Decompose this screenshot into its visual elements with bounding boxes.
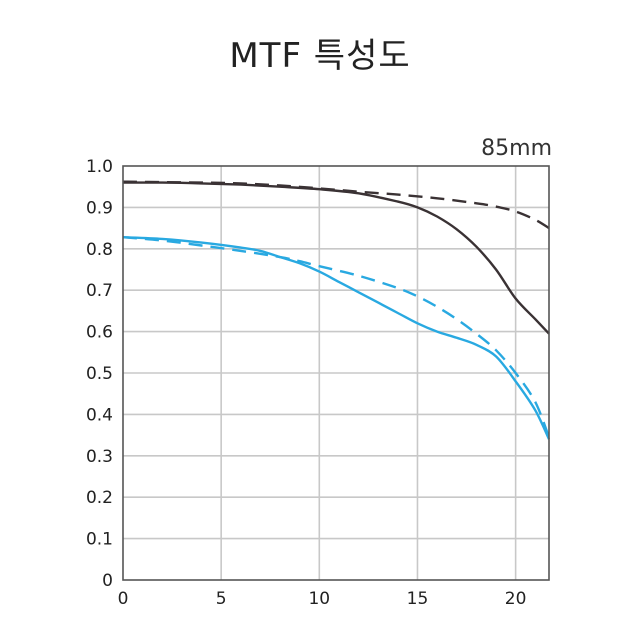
y-tick-label: 0.6 xyxy=(86,323,113,343)
y-tick-label: 1.0 xyxy=(86,157,113,177)
y-tick-label: 0.9 xyxy=(86,198,113,218)
x-tick-label: 10 xyxy=(308,589,330,609)
y-tick-label: 0.4 xyxy=(86,405,113,425)
grid-layer xyxy=(123,166,549,580)
y-tick-label: 0.2 xyxy=(86,488,113,508)
axis-layer xyxy=(122,165,550,581)
y-tick-label: 0.7 xyxy=(86,281,113,301)
x-tick-label: 15 xyxy=(407,589,429,609)
x-tick-label: 0 xyxy=(118,589,129,609)
plot-frame xyxy=(122,165,550,581)
series-line-4 xyxy=(122,236,551,438)
x-tick-label: 5 xyxy=(216,589,227,609)
series-line-2 xyxy=(122,180,550,230)
tick-labels: 0 0.1 0.2 0.3 0.4 0.5 0.6 0.7 0.8 0.9 1.0 0 5 10 15 20 xyxy=(86,157,526,609)
chart-title: MTF 특성도 xyxy=(229,36,411,76)
y-tick-label: 0.1 xyxy=(86,530,113,550)
series-layer xyxy=(122,180,551,440)
y-tick-label: 0 xyxy=(102,571,113,591)
y-tick-label: 0.3 xyxy=(86,447,113,467)
focal-length-label: 85mm xyxy=(481,136,552,161)
x-tick-label: 20 xyxy=(505,589,527,609)
series-line-3 xyxy=(122,236,551,440)
y-tick-label: 0.5 xyxy=(86,364,113,384)
y-tick-label: 0.8 xyxy=(86,240,113,260)
